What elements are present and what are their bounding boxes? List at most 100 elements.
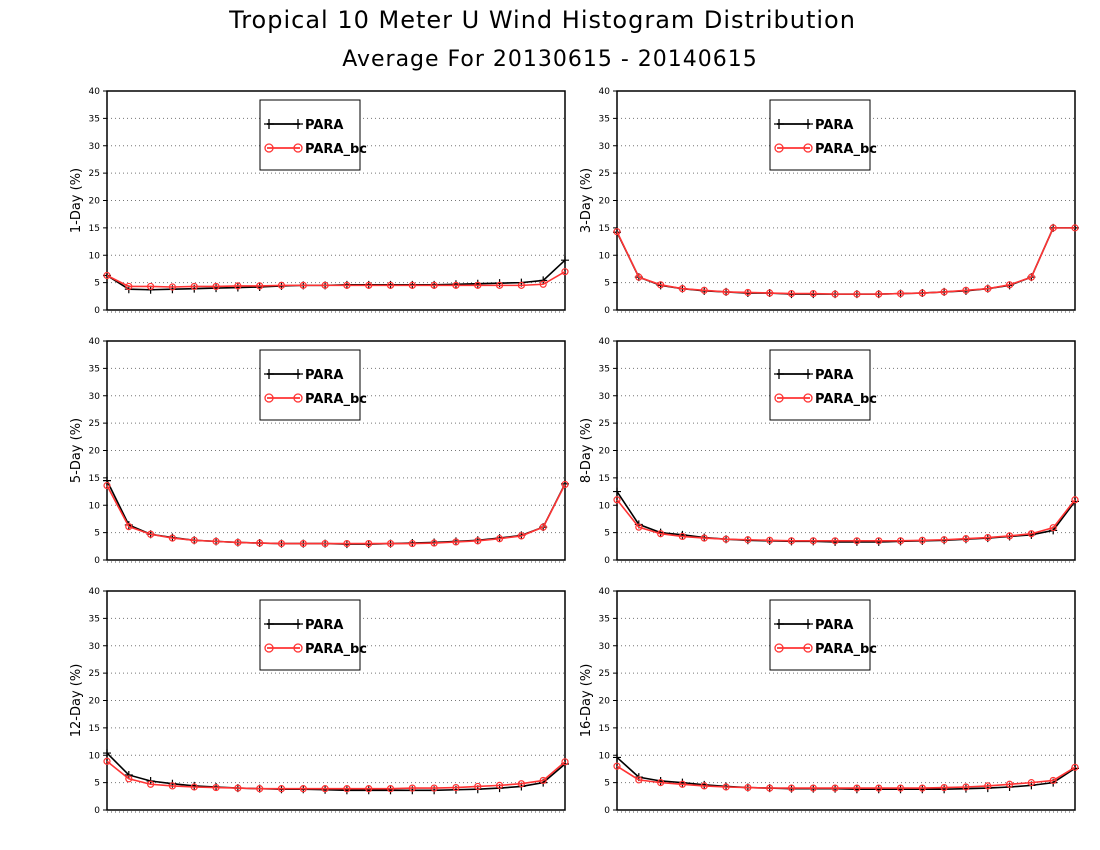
data-point — [613, 753, 621, 762]
data-point — [474, 782, 482, 791]
legend-marker — [264, 143, 274, 153]
data-point — [918, 784, 926, 792]
data-point — [321, 785, 329, 793]
legend-marker — [774, 143, 784, 153]
data-point — [831, 290, 839, 298]
legend-marker — [803, 369, 813, 379]
data-point — [408, 281, 416, 289]
y-tick-label: 5 — [604, 529, 610, 539]
y-axis-label: 12-Day (%) — [69, 664, 84, 738]
y-axis-label: 16-Day (%) — [579, 664, 594, 738]
y-tick-label: 25 — [89, 419, 100, 429]
plot-frame — [616, 340, 1076, 561]
data-point — [700, 782, 708, 790]
panel: 0 5 10 15 20 25 30 35 40 12-Day (%) PARA PARA_bc — [69, 587, 569, 816]
y-tick-label: 0 — [94, 556, 100, 566]
y-tick-label: 30 — [89, 392, 101, 402]
data-point — [539, 523, 547, 531]
data-point — [212, 282, 220, 291]
data-point — [809, 537, 817, 545]
legend-label: PARA — [305, 618, 343, 633]
data-point — [365, 281, 373, 289]
data-point — [787, 784, 796, 792]
y-tick-label: 35 — [89, 114, 100, 124]
data-point — [365, 539, 373, 548]
data-point — [561, 268, 569, 276]
y-tick-label: 20 — [89, 197, 101, 207]
data-point — [299, 281, 307, 289]
data-point — [766, 784, 774, 792]
y-tick-label: 0 — [94, 306, 100, 316]
data-point — [875, 290, 883, 298]
data-point — [190, 536, 198, 544]
data-point — [700, 286, 708, 294]
data-point — [277, 785, 286, 793]
series-line — [616, 756, 1076, 790]
legend-marker — [293, 119, 303, 129]
data-point — [657, 530, 665, 538]
data-point — [430, 784, 438, 792]
data-point — [343, 281, 351, 289]
data-point — [103, 481, 111, 490]
plot-frame — [106, 590, 566, 811]
data-point — [744, 536, 752, 544]
data-point — [875, 784, 883, 792]
data-point — [722, 535, 730, 543]
data-point — [168, 534, 177, 542]
legend-label: PARA — [815, 368, 853, 383]
y-tick-label: 0 — [604, 556, 610, 566]
data-point — [474, 281, 482, 289]
y-tick-label: 10 — [89, 251, 101, 261]
y-tick-label: 40 — [89, 587, 101, 597]
data-point — [635, 776, 643, 784]
data-point — [940, 536, 948, 544]
y-tick-label: 20 — [89, 447, 101, 457]
chart-title: Tropical 10 Meter U Wind Histogram Distr… — [229, 6, 856, 34]
y-axis-label: 8-Day (%) — [579, 418, 594, 483]
y-axis-label: 1-Day (%) — [69, 168, 84, 233]
y-tick-label: 30 — [599, 142, 611, 152]
legend-label: PARA_bc — [815, 142, 877, 157]
data-point — [657, 281, 665, 289]
data-point — [657, 779, 665, 787]
legend-marker — [293, 369, 303, 379]
series-line — [106, 270, 566, 288]
series-line — [106, 484, 566, 545]
data-point — [853, 537, 861, 545]
legend-label: PARA_bc — [305, 142, 367, 157]
data-point — [103, 757, 111, 765]
legend-box — [769, 349, 871, 421]
legend-marker — [293, 143, 303, 153]
legend-marker — [774, 393, 784, 403]
y-tick-label: 25 — [599, 669, 610, 679]
data-point — [190, 282, 198, 291]
data-point — [700, 534, 708, 542]
data-point — [517, 532, 525, 540]
y-tick-label: 20 — [599, 697, 611, 707]
series-line — [106, 760, 566, 790]
data-point — [256, 282, 264, 290]
y-tick-label: 20 — [599, 197, 611, 207]
data-point — [613, 228, 621, 236]
data-point — [896, 537, 905, 545]
y-tick-label: 10 — [89, 751, 101, 761]
data-point — [1049, 224, 1057, 232]
data-point — [875, 537, 883, 545]
data-point — [386, 539, 395, 548]
data-point — [787, 537, 796, 545]
data-point — [147, 282, 155, 291]
legend-box — [769, 99, 871, 171]
y-tick-label: 20 — [89, 697, 101, 707]
data-point — [321, 281, 329, 289]
y-tick-label: 15 — [89, 724, 100, 734]
data-point — [103, 749, 111, 758]
y-tick-label: 20 — [599, 447, 611, 457]
data-point — [386, 281, 395, 289]
data-point — [168, 283, 177, 291]
y-tick-label: 15 — [89, 224, 100, 234]
y-tick-label: 0 — [604, 306, 610, 316]
data-point — [896, 784, 905, 792]
data-point — [766, 536, 774, 544]
data-point — [962, 535, 970, 543]
data-point — [962, 286, 970, 294]
